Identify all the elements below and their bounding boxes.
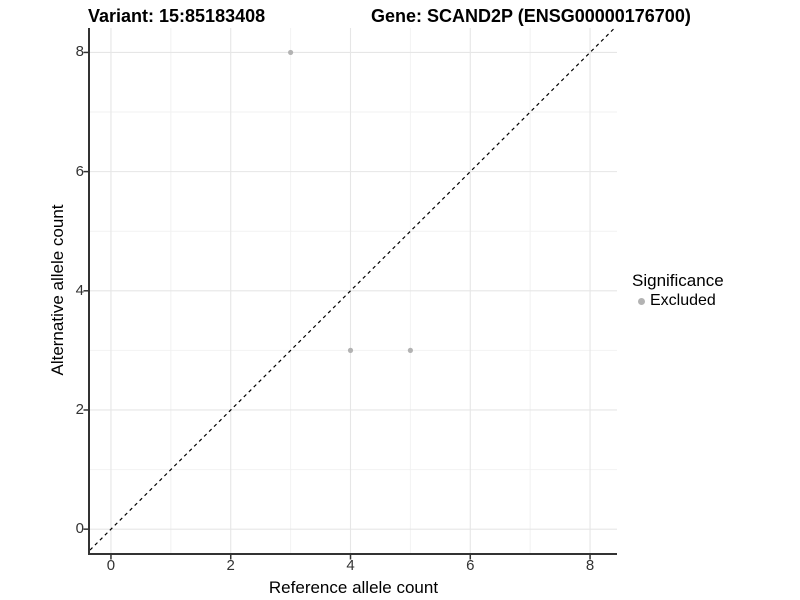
y-tick-label: 2 xyxy=(75,400,84,418)
data-point xyxy=(407,347,413,353)
legend-items: Excluded xyxy=(630,291,724,311)
plot-title-variant: Variant: 15:85183408 xyxy=(88,6,266,26)
legend-point-icon xyxy=(638,297,645,305)
legend: Significance Excluded xyxy=(630,271,724,311)
x-tick-label: 4 xyxy=(346,557,355,574)
legend-item: Excluded xyxy=(630,291,724,311)
plot-title-gene: Gene: SCAND2P (ENSG00000176700) xyxy=(371,6,691,26)
identity-line xyxy=(89,27,616,551)
data-point xyxy=(347,347,354,353)
y-tick-label: 6 xyxy=(75,162,84,180)
x-tick-label: 0 xyxy=(106,557,116,574)
y-tick-label: 0 xyxy=(75,520,84,538)
x-tick-label: 6 xyxy=(466,557,475,574)
legend-item-label: Excluded xyxy=(650,292,716,309)
y-axis-title: Alternative allele count xyxy=(48,204,67,376)
y-tick-label: 8 xyxy=(75,43,84,61)
x-axis-title: Reference allele count xyxy=(268,578,439,597)
y-tick-label: 4 xyxy=(75,281,84,299)
x-tick-label: 8 xyxy=(585,557,595,574)
data-point xyxy=(288,49,294,56)
x-tick-label: 2 xyxy=(226,557,235,574)
legend-title: Significance xyxy=(632,271,724,290)
